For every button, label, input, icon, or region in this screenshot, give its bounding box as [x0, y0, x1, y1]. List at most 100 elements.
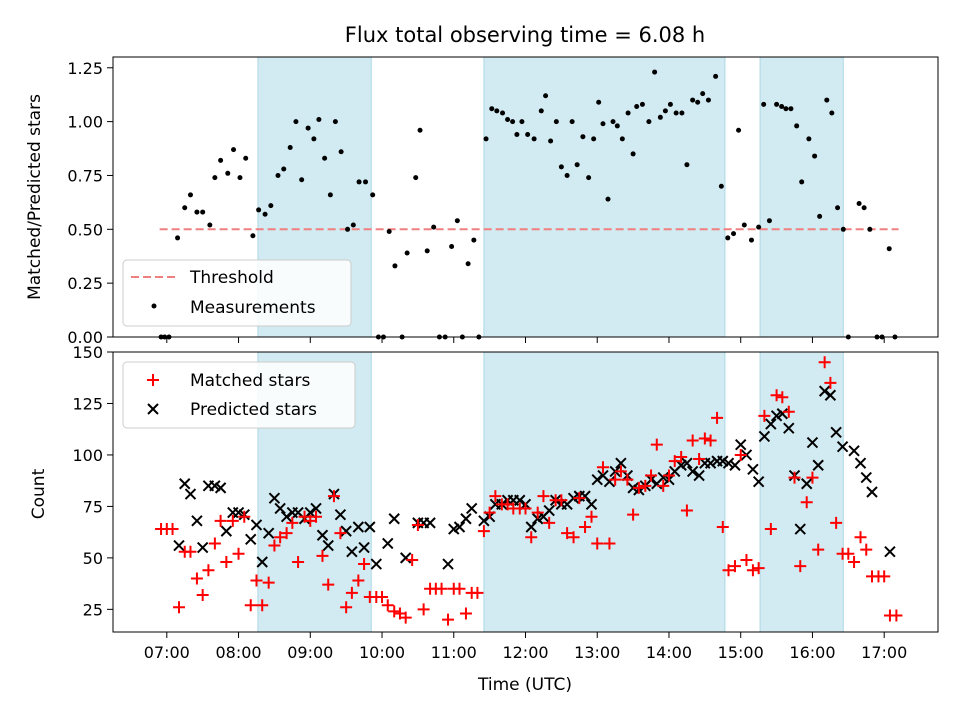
predicted-stars-point — [722, 457, 735, 469]
measurement-point — [806, 136, 812, 142]
matched-stars-point — [459, 607, 472, 620]
matched-stars-point — [232, 547, 245, 560]
matched-stars-point — [758, 409, 771, 422]
matched-stars-point — [417, 603, 430, 616]
matched-stars-point — [537, 490, 550, 503]
predicted-stars-point — [860, 471, 872, 484]
predicted-stars-point — [268, 492, 281, 504]
measurement-point — [281, 166, 287, 172]
measurement-point — [299, 177, 305, 183]
predicted-stars-point — [173, 539, 185, 552]
top-legend-box — [122, 259, 352, 327]
predicted-stars-point — [693, 469, 705, 482]
measurement-point — [840, 226, 846, 232]
matched-stars-point — [388, 605, 401, 618]
shaded-interval — [759, 351, 844, 633]
predicted-stars-point — [729, 459, 741, 471]
measurement-point — [829, 110, 835, 116]
measurement-point — [237, 175, 243, 181]
legend-predicted-swatch — [147, 403, 159, 415]
matched-stars-point — [268, 539, 281, 552]
x-tick-label: 11:00 — [431, 643, 477, 662]
shaded-interval — [759, 56, 844, 338]
x-tick-label: 09:00 — [287, 643, 333, 662]
matched-stars-point — [435, 582, 448, 595]
predicted-stars-point — [686, 465, 699, 478]
matched-stars-point — [746, 564, 759, 577]
measurement-point — [187, 192, 193, 198]
matched-stars-point — [226, 514, 239, 527]
predicted-stars-point — [442, 558, 454, 570]
measurement-point — [596, 99, 602, 105]
measurement-point — [684, 162, 690, 168]
predicted-stars-point — [806, 436, 819, 449]
measurement-point — [619, 136, 625, 142]
matched-stars-point — [327, 490, 340, 503]
measurement-point — [856, 200, 862, 206]
matched-stars-point — [406, 553, 419, 566]
matched-stars-point — [824, 376, 837, 389]
measurement-point — [250, 233, 256, 239]
matched-stars-point — [173, 601, 185, 614]
measurement-point — [700, 91, 706, 97]
predicted-stars-point — [478, 515, 490, 527]
matched-stars-point — [358, 558, 371, 571]
measurement-point — [705, 97, 711, 103]
measurement-point — [812, 153, 818, 159]
measurement-point — [657, 114, 663, 120]
measurement-point — [610, 119, 616, 125]
y-tick-label: 25 — [83, 600, 103, 619]
matched-stars-point — [662, 469, 675, 482]
measurement-point — [514, 132, 520, 138]
measurement-point — [327, 192, 333, 198]
matched-stars-point — [770, 389, 783, 402]
measurement-point — [500, 110, 506, 116]
measurement-point — [713, 73, 719, 79]
matched-stars-point — [675, 451, 688, 463]
predicted-stars-point — [196, 541, 209, 554]
measurement-point — [386, 228, 392, 234]
x-tick-label: 12:00 — [502, 643, 548, 662]
y-tick-label: 0.50 — [67, 220, 103, 239]
measurement-point — [489, 106, 495, 112]
matched-stars-point — [471, 586, 484, 599]
matched-stars-point — [166, 523, 179, 536]
shaded-interval — [483, 56, 726, 338]
matched-stars-point — [711, 411, 724, 424]
predicted-stars-point — [399, 552, 412, 564]
measurement-point — [824, 97, 830, 103]
predicted-stars-point — [854, 457, 867, 469]
matched-stars-point — [632, 481, 645, 494]
measurement-point — [356, 179, 362, 185]
measurement-point — [218, 157, 224, 163]
measurement-point — [417, 127, 423, 133]
measurement-point — [275, 172, 281, 178]
measurement-point — [580, 134, 586, 140]
measurement-point — [794, 123, 800, 129]
y-tick-label: 0.75 — [67, 166, 103, 185]
measurement-point — [454, 218, 460, 224]
measurement-point — [345, 226, 351, 232]
predicted-stars-point — [460, 513, 472, 525]
measurement-point — [543, 93, 549, 99]
legend-measurements-swatch — [151, 303, 157, 309]
measurement-point — [614, 123, 620, 129]
predicted-stars-point — [191, 515, 203, 527]
measurement-point — [413, 175, 419, 181]
measurement-point — [634, 104, 640, 110]
predicted-stars-point — [340, 525, 352, 537]
legend-measurements-label: Measurements — [190, 298, 316, 318]
matched-stars-point — [782, 405, 795, 418]
matched-stars-point — [208, 537, 221, 550]
matched-stars-point — [722, 564, 735, 577]
legend-matched-label: Matched stars — [190, 371, 310, 391]
measurement-point — [200, 209, 206, 215]
measurement-point — [262, 211, 268, 217]
y-tick-label: 150 — [72, 343, 103, 362]
measurement-point — [574, 162, 580, 168]
matched-stars-point — [788, 471, 801, 484]
measurement-point — [404, 250, 410, 256]
matched-stars-point — [519, 502, 532, 515]
predicted-stars-point — [591, 473, 603, 486]
predicted-stars-point — [758, 430, 771, 443]
